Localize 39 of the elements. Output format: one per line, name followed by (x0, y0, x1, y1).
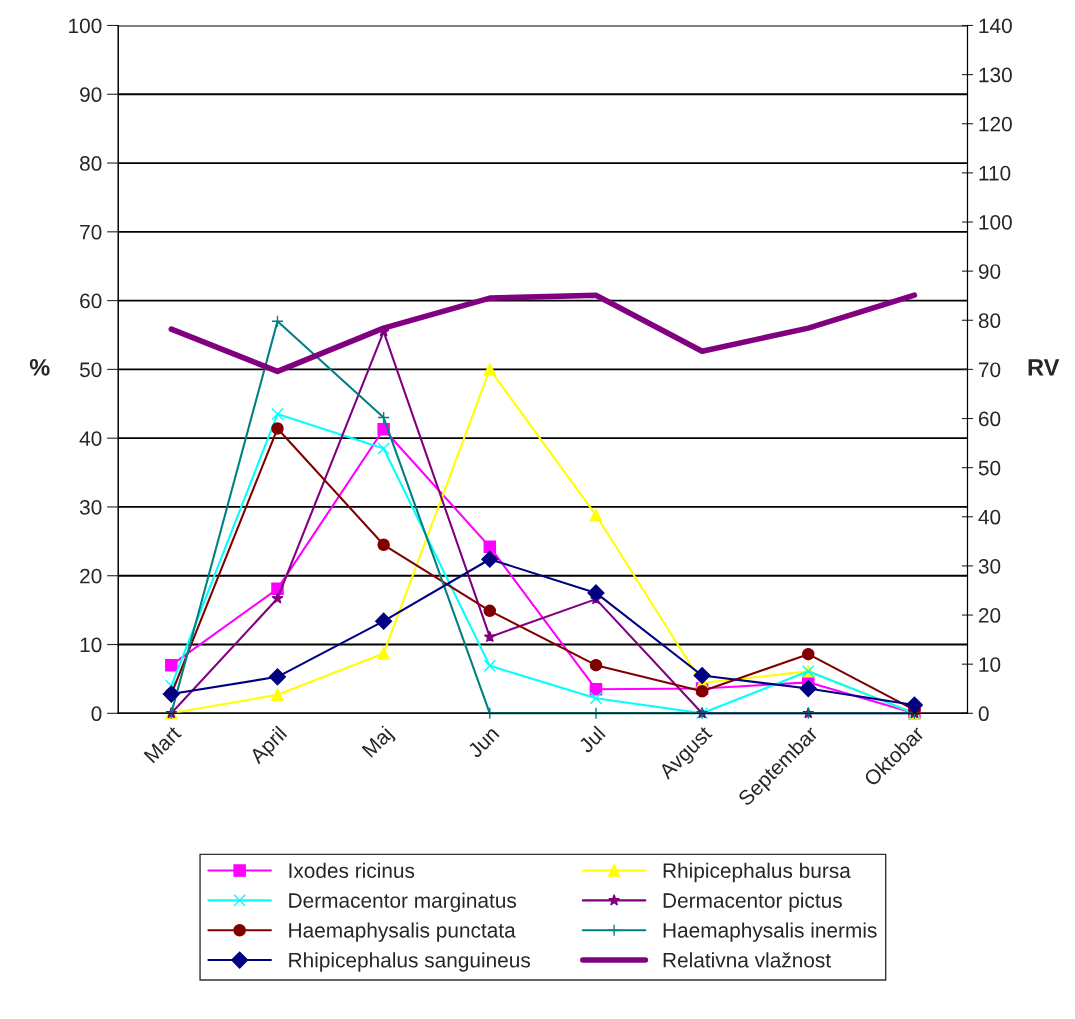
legend-label: Haemaphysalis inermis (663, 922, 877, 942)
y-tick-label: 80 (80, 156, 102, 171)
legend-label: Relativna vlažnost (663, 952, 831, 968)
y-tick-label: 60 (80, 293, 102, 309)
y2-tick-label: 110 (979, 165, 1011, 181)
y-tick-label: 0 (91, 706, 102, 722)
y2-tick-label: 140 (979, 18, 1012, 34)
y2-tick-label: 120 (979, 116, 1012, 132)
y2-tick-label: 40 (978, 509, 1001, 525)
y-tick-label: 30 (79, 499, 102, 515)
x-tick-label: Jul (577, 725, 606, 754)
legend-label: Dermacentor pictus (663, 892, 842, 912)
y2-tick-label: 60 (978, 411, 1001, 427)
legend-label: Rhipicephalus sanguineus (289, 952, 531, 972)
y-tick-label: 40 (79, 431, 102, 446)
legend-label: Rhipicephalus bursa (663, 862, 851, 883)
y2-tick-label: 80 (978, 313, 1001, 329)
y-tick-label: 10 (80, 637, 102, 653)
legend-label: Dermacentor marginatus (289, 892, 517, 912)
y-tick-label: 100 (69, 18, 102, 34)
y2-tick-label: 90 (978, 264, 1001, 279)
y2-tick-label: 20 (978, 608, 1001, 623)
y-tick-label: 90 (80, 87, 102, 103)
y2-tick-label: 130 (979, 67, 1012, 83)
y-tick-label: 50 (79, 362, 102, 378)
y2-tick-label: 70 (978, 362, 1001, 378)
y2-tick-label: 10 (979, 657, 1001, 672)
legend-label: Ixodes ricinus (289, 862, 415, 879)
y2-tick-label: 0 (978, 706, 989, 722)
y2-tick-label: 50 (978, 460, 1001, 476)
x-tick-label: Jun (466, 725, 500, 759)
y2-tick-label: 30 (978, 558, 1001, 574)
y2-axis-title: RV (1028, 359, 1060, 376)
legend-label: Haemaphysalis punctata (289, 922, 516, 942)
y2-tick-label: 100 (979, 215, 1012, 230)
y-tick-label: 70 (80, 224, 102, 240)
x-tick-label: Maj (361, 725, 397, 761)
y-tick-label: 20 (80, 568, 102, 584)
y-axis-title: % (29, 359, 50, 376)
